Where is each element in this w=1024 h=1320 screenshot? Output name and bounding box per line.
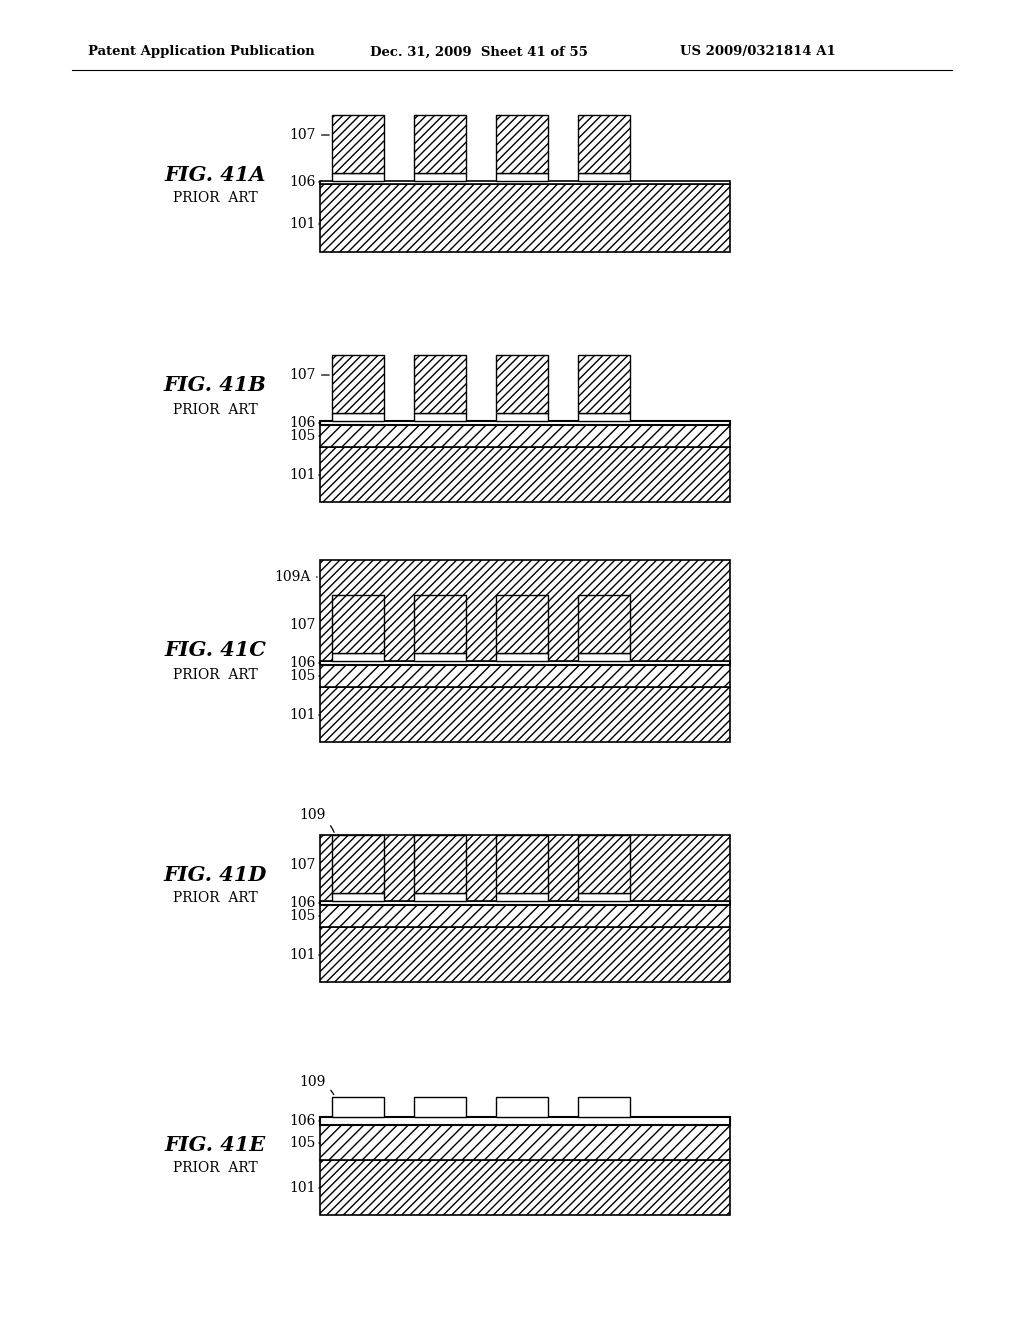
Bar bbox=[414, 595, 466, 653]
Text: 105: 105 bbox=[290, 909, 319, 923]
Text: PRIOR  ART: PRIOR ART bbox=[173, 668, 257, 682]
Text: 106: 106 bbox=[290, 176, 319, 189]
Text: 106: 106 bbox=[290, 416, 319, 430]
Text: 101: 101 bbox=[290, 948, 319, 962]
Bar bbox=[496, 413, 548, 421]
Text: PRIOR  ART: PRIOR ART bbox=[173, 191, 257, 205]
Text: 105: 105 bbox=[290, 1137, 319, 1150]
Bar bbox=[319, 906, 730, 927]
Bar bbox=[496, 355, 548, 413]
Text: 106: 106 bbox=[290, 1114, 319, 1129]
Bar bbox=[319, 665, 730, 686]
Bar bbox=[332, 173, 384, 181]
Bar bbox=[319, 686, 730, 742]
Bar bbox=[332, 653, 384, 661]
Bar bbox=[496, 894, 548, 902]
Bar bbox=[414, 836, 466, 894]
Bar bbox=[319, 661, 730, 665]
Text: US 2009/0321814 A1: US 2009/0321814 A1 bbox=[680, 45, 836, 58]
Bar bbox=[332, 355, 384, 413]
Bar bbox=[578, 653, 630, 661]
Bar bbox=[578, 115, 630, 173]
Bar bbox=[414, 894, 466, 902]
Text: 106: 106 bbox=[290, 656, 319, 671]
Text: 109: 109 bbox=[300, 1074, 334, 1094]
Bar bbox=[319, 421, 730, 425]
Bar bbox=[332, 894, 384, 902]
Text: 101: 101 bbox=[290, 708, 319, 722]
Text: 106: 106 bbox=[290, 896, 319, 909]
Text: FIG. 41D: FIG. 41D bbox=[163, 865, 266, 884]
Bar bbox=[414, 1097, 466, 1117]
Text: PRIOR  ART: PRIOR ART bbox=[173, 403, 257, 417]
Bar bbox=[319, 183, 730, 252]
Text: FIG. 41E: FIG. 41E bbox=[165, 1135, 265, 1155]
Text: 107: 107 bbox=[290, 618, 330, 632]
Bar bbox=[578, 836, 630, 894]
Text: 101: 101 bbox=[290, 216, 319, 231]
Bar bbox=[496, 836, 548, 894]
Bar bbox=[319, 836, 730, 902]
Text: 107: 107 bbox=[290, 858, 330, 873]
Text: Dec. 31, 2009  Sheet 41 of 55: Dec. 31, 2009 Sheet 41 of 55 bbox=[370, 45, 588, 58]
Bar bbox=[414, 115, 466, 173]
Bar bbox=[578, 413, 630, 421]
Bar bbox=[319, 1160, 730, 1214]
Text: 105: 105 bbox=[290, 669, 319, 682]
Bar bbox=[414, 355, 466, 413]
Text: 107: 107 bbox=[290, 128, 330, 143]
Bar bbox=[332, 413, 384, 421]
Bar bbox=[578, 173, 630, 181]
Bar bbox=[332, 836, 384, 894]
Bar bbox=[496, 1097, 548, 1117]
Text: 107: 107 bbox=[290, 368, 330, 381]
Bar bbox=[496, 595, 548, 653]
Bar bbox=[414, 173, 466, 181]
Bar bbox=[319, 447, 730, 502]
Bar bbox=[496, 115, 548, 173]
Text: 105: 105 bbox=[290, 429, 319, 444]
Bar bbox=[578, 355, 630, 413]
Bar bbox=[578, 894, 630, 902]
Bar bbox=[319, 902, 730, 906]
Bar bbox=[319, 927, 730, 982]
Bar bbox=[414, 653, 466, 661]
Bar bbox=[332, 1097, 384, 1117]
Bar bbox=[332, 115, 384, 173]
Bar bbox=[319, 181, 730, 183]
Bar bbox=[319, 425, 730, 447]
Bar bbox=[496, 173, 548, 181]
Text: 109A: 109A bbox=[274, 570, 317, 583]
Bar bbox=[578, 1097, 630, 1117]
Text: 101: 101 bbox=[290, 469, 319, 482]
Text: 109: 109 bbox=[300, 808, 334, 833]
Text: PRIOR  ART: PRIOR ART bbox=[173, 891, 257, 906]
Text: PRIOR  ART: PRIOR ART bbox=[173, 1162, 257, 1175]
Bar bbox=[319, 560, 730, 661]
Bar bbox=[578, 595, 630, 653]
Text: FIG. 41B: FIG. 41B bbox=[164, 375, 266, 395]
Text: FIG. 41A: FIG. 41A bbox=[164, 165, 266, 185]
Text: 101: 101 bbox=[290, 1181, 319, 1195]
Text: FIG. 41C: FIG. 41C bbox=[164, 640, 266, 660]
Bar bbox=[319, 1117, 730, 1125]
Bar bbox=[496, 653, 548, 661]
Bar bbox=[319, 1125, 730, 1160]
Bar bbox=[414, 413, 466, 421]
Text: Patent Application Publication: Patent Application Publication bbox=[88, 45, 314, 58]
Bar bbox=[332, 595, 384, 653]
